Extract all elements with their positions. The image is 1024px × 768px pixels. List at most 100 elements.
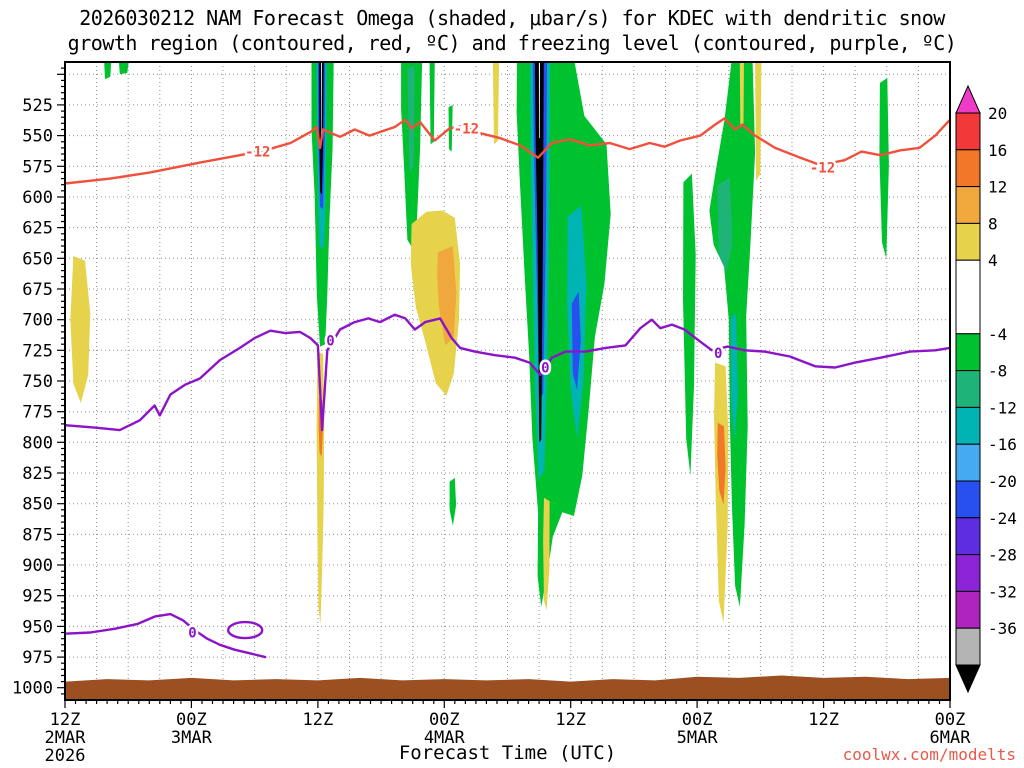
chart-title-block: 2026030212 NAM Forecast Omega (shaded, μ… (0, 6, 1024, 56)
colorbar-cell-blue (955, 480, 981, 519)
x-tick-date: 5MAR (677, 728, 719, 748)
watermark-link[interactable]: coolwx.com/modelts (842, 745, 1016, 764)
colorbar-cell-violet (955, 554, 981, 592)
colorbar-cell-gray (955, 627, 981, 666)
shade-mar5-updraft-seagreen-patch (717, 177, 733, 272)
contour-label-dendritic-growth-minus12C: -12 (245, 145, 270, 161)
colorbar-cell-magenta (955, 590, 981, 629)
y-tick-label: 625 (22, 219, 53, 239)
y-tick-label: 700 (22, 311, 53, 331)
shade-mar5-18z-thin-green (879, 78, 889, 259)
colorbar: 20 16 12 8 4 -4 -8 -12 -16 -20 -24 -28 -32 -36 (955, 84, 1017, 694)
y-tick-label: 650 (22, 249, 53, 269)
colorbar-cell-blueviolet (955, 517, 981, 556)
chart-title-line1: 2026030212 NAM Forecast Omega (shaded, μ… (79, 6, 945, 30)
y-tick-label: 850 (22, 495, 53, 515)
x-tick-time: 00Z (935, 710, 966, 730)
y-tick-label: 800 (22, 433, 53, 453)
colorbar-arrow-down (955, 664, 981, 694)
contour-label-freezing-level-0C: 0 (714, 346, 722, 362)
shade-left-subsidence-yellow (70, 255, 91, 404)
contour-label-dendritic-growth-minus12C: -12 (810, 161, 835, 177)
colorbar-tick-label: 16 (988, 141, 1007, 160)
contour-dendritic-growth-minus12C: -12 -12 -12 (65, 117, 950, 185)
colorbar-arrow-up (955, 84, 981, 114)
plot-area: -12 -12 -12 0 0 0 0 (65, 62, 950, 700)
colorbar-cell-white (955, 259, 981, 335)
contour-label-dendritic-growth-minus12C: -12 (454, 121, 479, 137)
x-tick-time: 12Z (808, 710, 839, 730)
x-tick-year: 2026 (45, 746, 86, 766)
colorbar-tick-label: -20 (988, 472, 1017, 491)
y-tick-label: 600 (22, 188, 53, 208)
colorbar-tick-label: -16 (988, 435, 1017, 454)
axis-ticks (57, 67, 951, 708)
x-tick-time: 12Z (555, 710, 586, 730)
y-tick-label: 975 (22, 648, 53, 668)
x-tick-time: 00Z (176, 710, 207, 730)
shade-mar4-06z-updraft-seagreen (407, 65, 415, 173)
colorbar-tick-label: 8 (988, 214, 998, 233)
y-tick-label: 875 (22, 525, 53, 545)
shade-mar3-12z-black-slit (321, 62, 322, 136)
shade-mar4-top-green-sliver-a (429, 62, 435, 145)
x-tick-time: 12Z (303, 710, 334, 730)
colorbar-cell-yellow (955, 222, 981, 261)
colorbar-cell-seagreen (955, 370, 981, 408)
colorbar-cell-red (955, 112, 981, 151)
shade-mar5-top-yellow-sliver-a (739, 62, 744, 126)
shade-mar5-01z-subsidence-orange (717, 422, 726, 505)
colorbar-cell-teal (955, 406, 981, 445)
x-tick-time: 00Z (682, 710, 713, 730)
x-tick-date: 6MAR (930, 728, 972, 748)
y-tick-label: 775 (22, 403, 53, 423)
shade-mar4-09z-black-slit (538, 62, 540, 139)
shade-mar4-low-green-blob (449, 477, 457, 526)
y-tick-label: 950 (22, 617, 53, 637)
y-tick-label: 1000 (12, 679, 53, 699)
shade-topleft-green-sliver-b (118, 62, 129, 75)
colorbar-tick-label: -32 (988, 582, 1017, 601)
shade-mar4-top-yellow-sliver (492, 62, 500, 145)
x-tick-date: 3MAR (171, 728, 213, 748)
y-tick-label: 825 (22, 464, 53, 484)
colorbar-tick-label: 20 (988, 104, 1007, 123)
y-tick-label: 900 (22, 556, 53, 576)
colorbar-tick-label: 4 (988, 251, 998, 270)
y-tick-label: 675 (22, 280, 53, 300)
colorbar-tick-label: -24 (988, 509, 1017, 528)
gridlines (65, 62, 950, 700)
x-tick-time: 00Z (429, 710, 460, 730)
contour-label-freezing-level-0C: 0 (188, 626, 196, 642)
colorbar-tick-label: -4 (988, 325, 1007, 344)
shade-mar5-top-yellow-sliver-b (755, 62, 762, 181)
colorbar-tick-label: -28 (988, 546, 1017, 565)
x-tick-date: 4MAR (424, 728, 466, 748)
shade-topleft-green-sliver-a (104, 62, 112, 80)
shade-mar4-09z-low-yellow (543, 497, 550, 611)
contour-freezing-level-0C: 0 0 0 0 (65, 313, 950, 659)
chart-title-line2: growth region (contoured, red, ºC) and f… (67, 31, 957, 55)
colorbar-cell-orange (955, 149, 981, 188)
shade-mar5-00z-thin-green (683, 173, 696, 476)
omega-shading (70, 62, 889, 624)
axis-labels: 525 550 575 600 625 650 675 700 725 750 775 800 825 8… (12, 96, 971, 766)
contour-label-freezing-level-0C: 0 (326, 334, 334, 350)
y-tick-label: 725 (22, 341, 53, 361)
x-axis-title: Forecast Time (UTC) (398, 742, 617, 764)
x-tick-date: 2MAR (45, 728, 87, 748)
colorbar-tick-label: -8 (988, 362, 1007, 381)
y-tick-label: 925 (22, 587, 53, 607)
y-tick-label: 575 (22, 157, 53, 177)
y-tick-label: 525 (22, 96, 53, 116)
shade-mar5-updraft-teal-patch (730, 312, 738, 442)
contour-label-freezing-level-0C: 0 (541, 361, 549, 377)
colorbar-tick-label: -12 (988, 398, 1017, 417)
y-tick-label: 550 (22, 127, 53, 147)
colorbar-cell-amber (955, 186, 981, 224)
terrain-profile (65, 675, 950, 700)
y-tick-label: 750 (22, 372, 53, 392)
colorbar-tick-label: 12 (988, 178, 1007, 197)
